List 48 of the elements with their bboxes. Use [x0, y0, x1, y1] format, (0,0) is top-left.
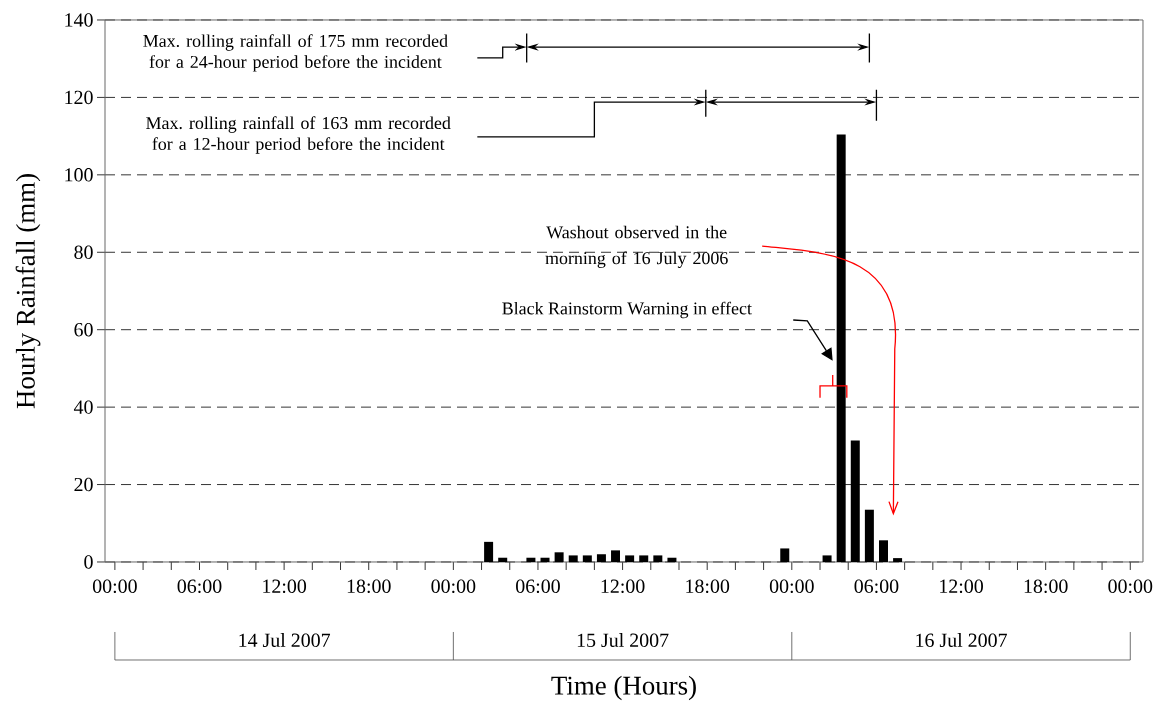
x-axis-title: Time (Hours)	[551, 675, 696, 701]
annotation: Black Rainstorm Warning in effect	[502, 301, 752, 319]
x-tick-label: 00:00	[431, 579, 476, 594]
bar	[526, 557, 536, 562]
x-tick-label: 18:00	[686, 579, 730, 594]
bar	[639, 555, 649, 562]
bar	[582, 555, 592, 562]
y-tick-label: 40	[73, 400, 93, 414]
x-tick-label: 12:00	[601, 579, 645, 594]
y-tick-label: 60	[74, 322, 93, 337]
bar	[498, 557, 508, 562]
bar	[611, 550, 621, 562]
bar	[653, 555, 663, 562]
y-tick-label: 0	[84, 555, 93, 569]
bar	[893, 558, 903, 562]
y-tick-label: 120	[65, 90, 93, 105]
text: 16 Jul 2007	[916, 632, 1007, 647]
bar	[822, 555, 832, 562]
x-tick-label: 06:00	[516, 579, 560, 594]
bar	[554, 552, 564, 562]
x-tick-label: 00:00	[92, 579, 137, 594]
bar	[625, 555, 635, 562]
y-tick-label: 20	[74, 477, 93, 492]
bar	[484, 541, 494, 562]
x-tick-label: 06:00	[177, 579, 222, 594]
x-tick-label: 12:00	[940, 579, 983, 594]
annotation: Washout observed in the morning of 16 July 2006	[545, 225, 728, 268]
annotation: Max. rolling rainfall of 175 mm recorded for a 24-hour period before the incident	[143, 34, 448, 72]
bar	[540, 557, 550, 562]
bar	[780, 548, 790, 562]
x-tick-label: 06:00	[854, 579, 899, 594]
bar	[667, 557, 677, 562]
text: 14 Jul 2007	[239, 632, 331, 647]
annotation: Max. rolling rainfall of 163 mm recorded for a 12-hour period before the incident	[146, 116, 451, 154]
y-tick-label: 140	[65, 13, 93, 27]
y-tick-label: 100	[65, 168, 93, 182]
x-tick-label: 12:00	[263, 579, 307, 594]
x-tick-label: 18:00	[1024, 579, 1068, 594]
y-axis-title: Hourly Rainfall (mm)	[15, 174, 41, 409]
bar	[878, 540, 888, 562]
x-tick-label: 00:00	[1108, 579, 1153, 594]
bar	[596, 554, 606, 562]
bar	[568, 555, 578, 562]
text: 15 Jul 2007	[577, 632, 669, 647]
x-tick-label: 18:00	[347, 579, 391, 594]
x-tick-label: 00:00	[769, 579, 814, 594]
bar	[864, 509, 874, 562]
y-tick-label: 80	[74, 245, 93, 259]
